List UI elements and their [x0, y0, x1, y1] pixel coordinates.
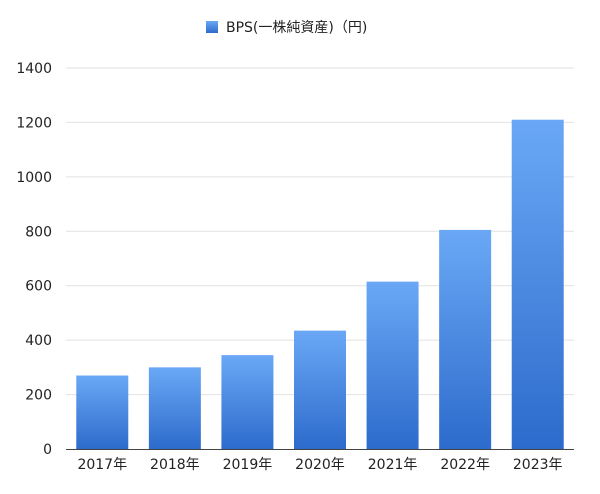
y-tick-label: 1200	[16, 115, 52, 131]
legend-swatch	[206, 21, 218, 33]
y-tick-label: 1400	[16, 61, 52, 77]
bar-2022年	[439, 229, 492, 449]
bar-2020年	[294, 330, 346, 449]
y-tick-label: 600	[25, 279, 52, 295]
x-tick-label: 2023年	[513, 457, 563, 473]
bar-2021年	[366, 281, 419, 449]
y-tick-label: 800	[25, 224, 52, 240]
bars	[76, 119, 564, 449]
bar-2023年	[511, 119, 564, 449]
bar-2018年	[148, 367, 201, 449]
legend-label: BPS(一株純資産)（円)	[226, 20, 367, 36]
x-tick-label: 2018年	[150, 457, 200, 473]
x-tick-label: 2020年	[295, 457, 345, 473]
bar-2019年	[221, 355, 274, 449]
x-tick-label: 2019年	[223, 457, 273, 473]
y-tick-label: 0	[43, 442, 52, 458]
y-axis-ticks: 0 200 400 600 800 1000 1200 1400	[16, 61, 52, 458]
x-tick-label: 2017年	[77, 457, 127, 473]
gridlines	[66, 67, 574, 396]
legend: BPS(一株純資産)（円)	[206, 20, 367, 36]
y-tick-label: 1000	[16, 170, 52, 186]
x-tick-label: 2021年	[368, 457, 418, 473]
bar-2017年	[76, 375, 129, 449]
y-tick-label: 200	[25, 388, 52, 404]
x-tick-label: 2022年	[440, 457, 490, 473]
y-tick-label: 400	[25, 333, 52, 349]
x-axis-ticks: 2017年 2018年 2019年 2020年 2021年 2022年 2023年	[77, 457, 562, 473]
